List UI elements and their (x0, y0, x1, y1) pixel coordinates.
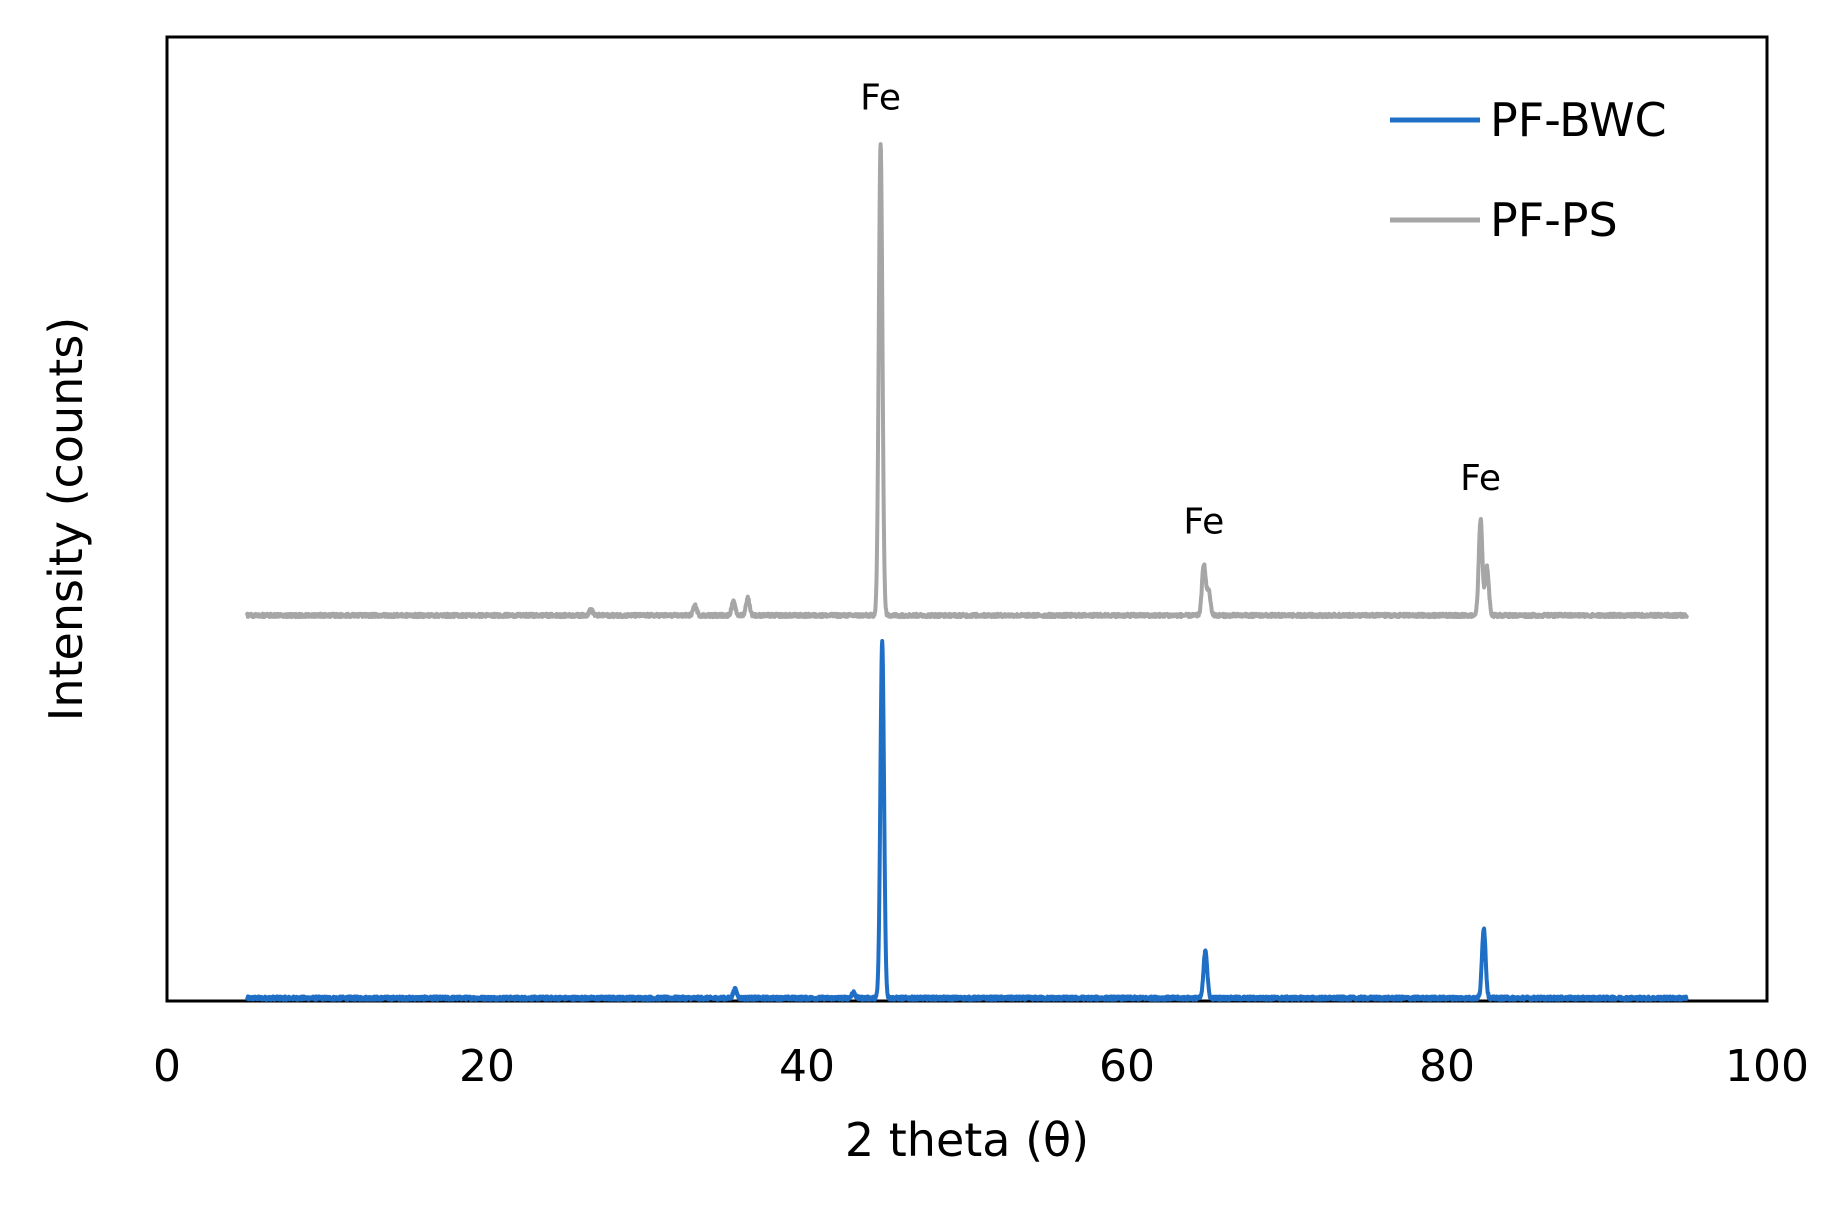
y-axis-title: Intensity (counts) (39, 317, 93, 721)
plot-area (165, 35, 1769, 1003)
series-layer (245, 142, 1689, 1002)
peak-annotation: Fe (1183, 501, 1224, 542)
plot-border (165, 35, 1769, 1003)
annotations: Fe Fe Fe (860, 77, 1501, 542)
x-tick-label: 40 (779, 1041, 835, 1092)
x-tick-label: 100 (1725, 1041, 1809, 1092)
x-axis-title: 2 theta (θ) (845, 1113, 1089, 1167)
x-tick-label: 20 (459, 1041, 515, 1092)
legend-label: PF-BWC (1490, 93, 1667, 147)
series-line-pf-ps (245, 142, 1689, 620)
x-axis-ticks: 0 20 40 60 80 100 (153, 1041, 1809, 1092)
x-tick-label: 80 (1419, 1041, 1475, 1092)
x-tick-label: 0 (153, 1041, 181, 1092)
series-line-pf-bwc (245, 638, 1689, 1002)
legend: PF-BWC PF-PS (1390, 93, 1667, 247)
x-tick-label: 60 (1099, 1041, 1155, 1092)
peak-annotation: Fe (1460, 458, 1501, 499)
peak-annotation: Fe (860, 77, 901, 118)
legend-label: PF-PS (1490, 193, 1618, 247)
